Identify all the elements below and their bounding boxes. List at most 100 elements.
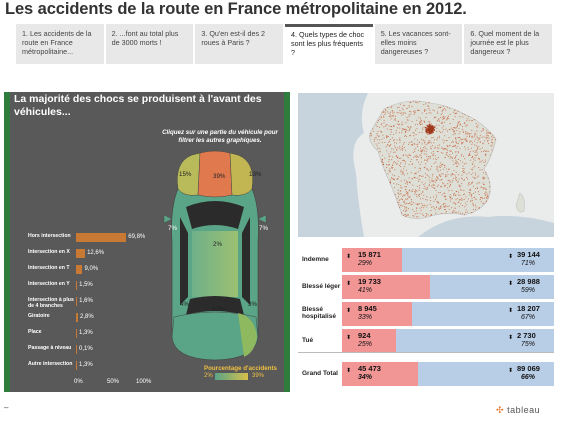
france-accident-map[interactable] xyxy=(298,93,554,237)
bar-category-label: Intersection à plus de 4 branches xyxy=(28,297,74,309)
accident-dot xyxy=(426,188,428,191)
accident-dot xyxy=(429,131,431,133)
accident-dot xyxy=(420,120,422,122)
cell-a[interactable] xyxy=(342,329,396,353)
accident-dot xyxy=(389,114,391,116)
accident-dot xyxy=(486,200,488,202)
accident-dot xyxy=(406,180,408,182)
bar[interactable] xyxy=(76,361,77,370)
accident-dot xyxy=(479,148,481,150)
accident-dot xyxy=(423,126,425,128)
cell-b[interactable] xyxy=(396,329,554,353)
accident-dot xyxy=(415,111,417,113)
accident-dot xyxy=(426,126,428,128)
cell-a[interactable] xyxy=(342,248,402,272)
bar[interactable] xyxy=(76,281,78,290)
bar-row[interactable]: Hors intersection 69,8% xyxy=(10,231,150,244)
cell-b[interactable] xyxy=(418,362,554,386)
accident-dot xyxy=(462,167,464,170)
accident-dot xyxy=(393,142,396,144)
bar[interactable] xyxy=(76,265,83,274)
accident-dot xyxy=(490,144,492,147)
story-point-6[interactable]: 6. Quel moment de la journée est le plus… xyxy=(464,24,553,64)
accident-dot xyxy=(418,175,420,177)
table-row[interactable]: Tué ⬍ 924 25% ⬍ 2 730 75% xyxy=(298,329,554,355)
accident-dot xyxy=(389,182,391,184)
accident-dot xyxy=(450,198,452,200)
accident-dot xyxy=(416,216,418,218)
accident-dot xyxy=(405,131,407,133)
accident-dot xyxy=(392,115,394,117)
accident-dot xyxy=(453,163,455,166)
accident-dot xyxy=(418,101,421,103)
accident-dot xyxy=(475,155,477,157)
bar-row[interactable]: Place 1,3% xyxy=(10,327,150,340)
cell-a[interactable] xyxy=(342,362,418,386)
accident-dot xyxy=(399,103,401,105)
accident-dot xyxy=(484,153,486,155)
story-point-2[interactable]: 2. ...font au total plus de 3000 morts ! xyxy=(105,24,194,64)
bar[interactable] xyxy=(76,297,78,306)
bar-row[interactable]: Intersection à plus de 4 branches 1,6% xyxy=(10,295,150,308)
story-point-5[interactable]: 5. Les vacances sont-elles moins dangere… xyxy=(374,24,463,64)
story-point-3[interactable]: 3. Qu'en est-il des 2 roues à Paris ? xyxy=(195,24,284,64)
bar[interactable] xyxy=(76,249,86,258)
cell-a[interactable] xyxy=(342,302,412,326)
table-row[interactable]: Indemne ⬍ 15 871 29% ⬍ 39 144 71% xyxy=(298,248,554,274)
accident-dot xyxy=(430,215,432,217)
cell-a[interactable] xyxy=(342,275,430,299)
accident-dot xyxy=(446,144,448,146)
bar[interactable] xyxy=(76,233,127,242)
accident-dot xyxy=(399,198,401,201)
accident-dot xyxy=(398,132,400,134)
story-point-4[interactable]: 4. Quels types de choc sont les plus fré… xyxy=(285,24,373,64)
car-diagram[interactable] xyxy=(160,147,270,362)
accident-dot xyxy=(437,107,439,109)
table-row[interactable]: Blessé hospitalisé ⬍ 8 945 33% ⬍ 18 207 … xyxy=(298,302,554,328)
accident-dot xyxy=(435,178,437,180)
accident-dot xyxy=(430,145,432,148)
accident-dot xyxy=(391,159,393,161)
accident-dot xyxy=(416,119,418,121)
cell-b[interactable] xyxy=(430,275,554,299)
accident-dot xyxy=(376,145,378,147)
accident-dot xyxy=(452,141,455,143)
cell-b[interactable] xyxy=(402,248,554,272)
table-row[interactable]: Blessé léger ⬍ 19 733 41% ⬍ 28 988 59% xyxy=(298,275,554,301)
bar-row[interactable]: Passage à niveau 0,1% xyxy=(10,343,150,356)
accident-dot xyxy=(400,149,402,151)
bar-row[interactable]: Giratoire 2,8% xyxy=(10,311,150,324)
bar-row[interactable]: Intersection en T 9,0% xyxy=(10,263,150,276)
accident-dot xyxy=(457,165,459,167)
accident-dot xyxy=(469,189,472,191)
accident-dot xyxy=(375,136,377,138)
accident-dot xyxy=(403,104,405,106)
accident-dot xyxy=(422,149,424,151)
accident-dot xyxy=(405,135,408,138)
bar-row[interactable]: Autre intersection 1,3% xyxy=(10,359,150,372)
accident-dot xyxy=(421,143,423,145)
accident-dot xyxy=(399,127,401,129)
tableau-logo[interactable]: ✣ tableau xyxy=(496,405,540,416)
accident-dot xyxy=(472,176,474,178)
bar[interactable] xyxy=(76,345,77,354)
car-windshield xyxy=(186,201,244,229)
bar-row[interactable]: Intersection en X 12,6% xyxy=(10,247,150,260)
accident-dot xyxy=(458,133,460,135)
bar[interactable] xyxy=(76,329,77,338)
table-row-total[interactable]: Grand Total ⬍ 45 473 34% ⬍ 89 069 66% xyxy=(298,362,554,388)
accident-dot xyxy=(385,109,387,111)
accident-dot xyxy=(410,101,412,103)
accident-dot xyxy=(472,202,474,204)
cell-b[interactable] xyxy=(412,302,554,326)
accident-dot xyxy=(433,200,435,202)
story-point-1[interactable]: 1. Les accidents de la route en France m… xyxy=(16,24,104,64)
accident-dot xyxy=(469,194,471,196)
accident-dot xyxy=(459,136,461,139)
accident-dot xyxy=(472,163,474,165)
bar[interactable] xyxy=(76,313,79,322)
accident-dot xyxy=(384,170,386,172)
accident-dot xyxy=(470,147,472,149)
accident-dot xyxy=(419,202,421,205)
bar-row[interactable]: Intersection en Y 1,5% xyxy=(10,279,150,292)
